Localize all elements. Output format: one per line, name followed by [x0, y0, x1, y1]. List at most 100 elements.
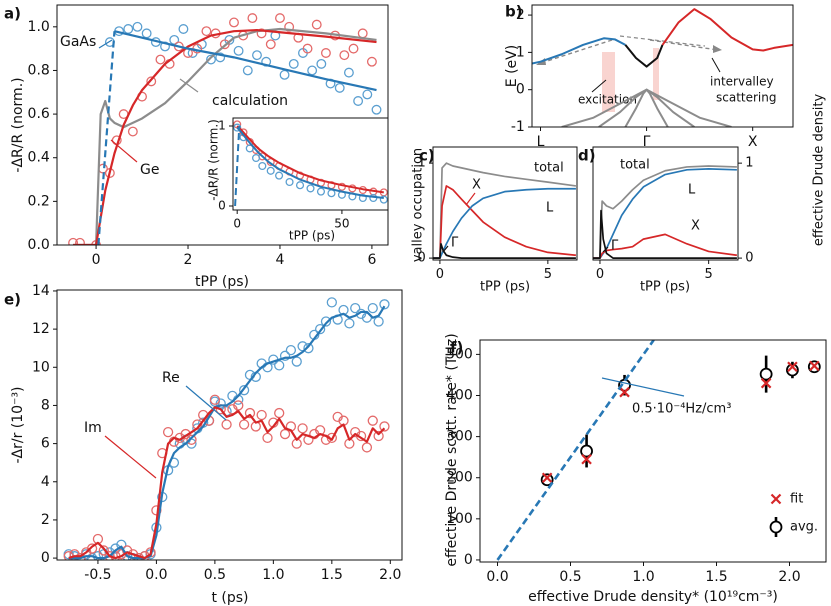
series-label: L: [688, 183, 696, 198]
y-axis-label: E (eV): [504, 45, 520, 87]
marker: [238, 385, 250, 396]
marker: [169, 34, 180, 45]
x-tick-label: Γ: [643, 134, 651, 150]
marker: [326, 297, 337, 308]
marker: [244, 407, 256, 419]
y-tick-label: 1: [418, 156, 426, 171]
marker: [252, 50, 262, 61]
marker: [316, 58, 327, 69]
series-label: Ge: [140, 162, 159, 178]
y-tick-label: 1: [218, 119, 226, 133]
y-tick-label: 0: [516, 82, 525, 98]
leader-line: [602, 246, 609, 253]
marker: [306, 184, 315, 193]
y-axis-label: -ΔR/R (norm.): [207, 119, 221, 201]
series-label: Γ: [451, 236, 459, 251]
marker: [302, 43, 313, 54]
marker: [379, 195, 388, 204]
marker: [320, 316, 332, 327]
series-label: calculation: [212, 93, 288, 109]
x-tick-label: X: [748, 134, 758, 150]
marker: [123, 24, 134, 34]
x-tick-label: 5: [705, 267, 713, 282]
marker: [295, 181, 305, 190]
y-tick-label: 0: [745, 251, 753, 266]
y-tick-label: 10: [32, 359, 50, 375]
series-line: [661, 8, 793, 52]
marker: [262, 432, 273, 444]
y-tick-label: -1: [511, 119, 525, 135]
y-axis-label: effective Drude scatt. rate* (THz): [444, 333, 460, 566]
marker: [258, 161, 267, 171]
series-line: [73, 28, 377, 245]
marker: [274, 407, 285, 419]
x-tick-label: 6: [367, 252, 376, 268]
y-tick-label: 100: [446, 511, 473, 527]
legend-label: fit: [790, 492, 803, 507]
x-tick-label: 1.5: [705, 569, 727, 585]
x-tick-label: 2.0: [778, 569, 800, 585]
plot-frame: [479, 339, 827, 563]
cross-marker: [760, 377, 772, 389]
scatter-arrow: [619, 35, 706, 47]
y-tick-label: 0.4: [28, 150, 50, 166]
y-tick-label: 0: [464, 552, 473, 568]
y-axis-label: -ΔR/R (norm.): [10, 77, 26, 172]
series-label: X: [691, 219, 700, 234]
y-tick-label: 0.8: [28, 62, 50, 78]
leader-line: [110, 139, 138, 163]
plot-frame: [531, 4, 794, 128]
marker: [238, 419, 250, 430]
marker: [366, 56, 377, 67]
series-line: [532, 37, 626, 65]
series-line: [68, 406, 386, 560]
marker: [339, 50, 350, 61]
x-tick-label: 1.5: [321, 567, 343, 583]
marker: [68, 237, 79, 245]
marker: [316, 187, 326, 196]
marker: [127, 126, 138, 137]
marker: [233, 45, 244, 56]
marker: [104, 551, 115, 560]
x-tick-label: 0.5: [204, 567, 226, 583]
y-tick-label: 12: [32, 321, 50, 337]
y-tick-label: 0.0: [28, 237, 50, 253]
x-tick-label: 0: [596, 267, 604, 282]
marker: [353, 96, 364, 106]
marker: [265, 39, 276, 50]
marker: [219, 39, 230, 50]
marker: [786, 363, 799, 377]
series-line: [593, 209, 737, 259]
y-axis-label: -Δr/r (10⁻³): [10, 386, 26, 463]
y-tick-label: 200: [446, 470, 473, 486]
y-axis-label: effective Drude density: [812, 94, 827, 247]
y-tick-label: 6: [41, 436, 50, 452]
marker: [256, 409, 267, 421]
series-label: Γ: [611, 239, 619, 254]
series-label: X: [472, 178, 481, 193]
legend-marker: [770, 493, 782, 505]
y-tick-label: 0: [41, 550, 50, 566]
marker: [275, 171, 284, 180]
marker: [379, 421, 390, 432]
marker: [373, 316, 384, 327]
x-tick-label: 0.0: [486, 569, 508, 585]
marker: [361, 442, 373, 453]
marker: [285, 344, 297, 356]
y-tick-label: 2: [516, 7, 525, 23]
y-tick-label: 1: [516, 44, 525, 60]
marker: [362, 89, 373, 100]
cross-marker: [787, 361, 798, 372]
series-label: L: [546, 201, 554, 216]
x-tick-label: 0.0: [145, 567, 167, 583]
marker: [379, 299, 390, 310]
y-tick-label: 1: [745, 156, 753, 171]
series-line: [68, 305, 386, 560]
panel-label: d): [578, 147, 596, 165]
series-line: [433, 187, 576, 259]
dashed-line: [496, 340, 655, 561]
marker: [75, 237, 85, 245]
plot-frame: [592, 146, 739, 261]
marker: [367, 302, 378, 314]
